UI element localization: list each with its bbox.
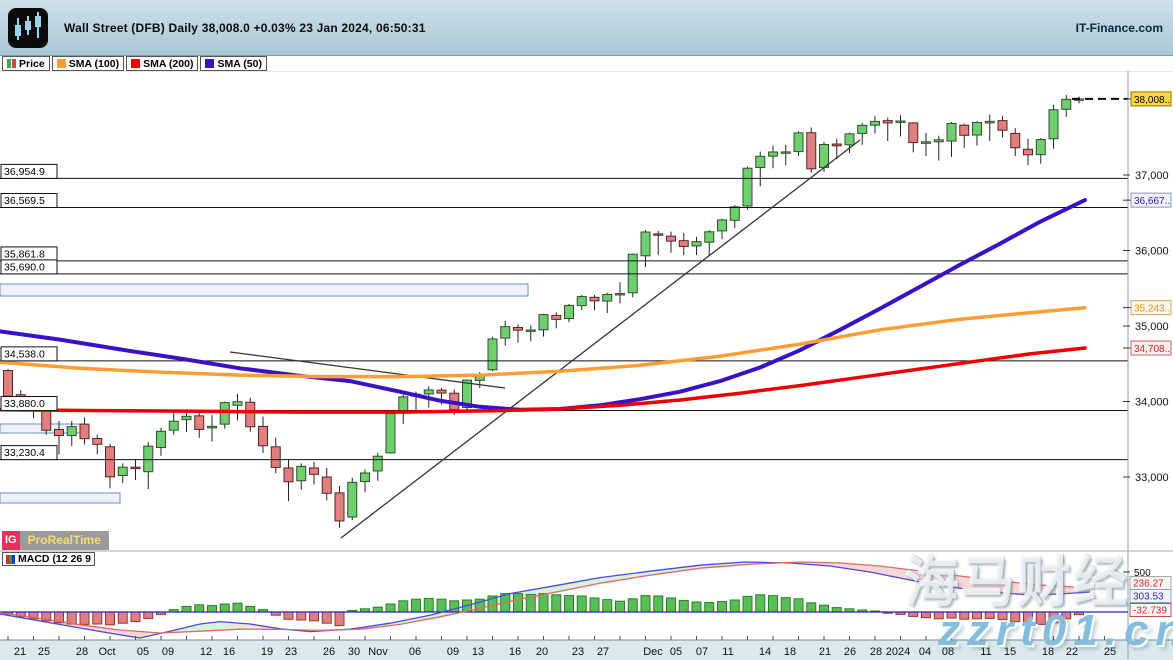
legend-sma100-label: SMA (100) [68, 57, 120, 70]
highlight-bands [0, 283, 529, 504]
svg-text:30: 30 [348, 646, 360, 658]
x-axis: 21 25 28 Oct 05 09 12 16 19 23 26 30 Nov 06 09 13 16 20 23… [0, 636, 1173, 660]
app-candlestick-icon [8, 7, 48, 48]
svg-text:09: 09 [162, 646, 174, 658]
svg-text:05: 05 [137, 646, 149, 658]
svg-text:36,954.9: 36,954.9 [4, 166, 45, 178]
svg-text:34,000: 34,000 [1135, 397, 1169, 409]
svg-text:236.27: 236.27 [1133, 579, 1164, 590]
svg-text:27: 27 [597, 646, 609, 658]
svg-text:33,230.4: 33,230.4 [4, 447, 45, 459]
svg-text:06: 06 [409, 646, 421, 658]
svg-text:34,538.0: 34,538.0 [4, 348, 45, 360]
sma50-swatch-icon [205, 59, 215, 68]
svg-text:25: 25 [1104, 646, 1116, 658]
macd-histogram [3, 593, 1084, 627]
prorealtime-wordmark: ProRealTime [19, 531, 109, 550]
svg-text:13: 13 [472, 646, 484, 658]
svg-text:23: 23 [285, 646, 297, 658]
macd-lines [0, 561, 1091, 639]
legend-sma100[interactable]: SMA (100) [51, 56, 125, 71]
svg-text:21: 21 [14, 646, 26, 658]
title-bar: Wall Street (DFB) Daily 38,008.0 +0.03% … [0, 0, 1173, 56]
sma100-swatch-icon [56, 59, 66, 68]
svg-text:Dec: Dec [643, 646, 663, 658]
svg-text:34,708..: 34,708.. [1134, 344, 1170, 355]
svg-text:18: 18 [1042, 646, 1054, 658]
svg-text:28: 28 [76, 646, 88, 658]
svg-text:303.53: 303.53 [1133, 592, 1164, 603]
svg-text:12: 12 [200, 646, 212, 658]
instrument-title: Wall Street (DFB) Daily 38,008.0 +0.03% … [64, 20, 426, 35]
svg-text:26: 26 [323, 646, 335, 658]
legend-sma50-label: SMA (50) [217, 57, 262, 70]
macd-indicator-tab[interactable]: MACD (12 26 9 [2, 552, 95, 566]
svg-text:21: 21 [819, 646, 831, 658]
sma200-swatch-icon [131, 59, 141, 68]
svg-text:16: 16 [509, 646, 521, 658]
price-candles-icon [7, 59, 16, 68]
svg-text:Nov: Nov [368, 646, 388, 658]
svg-text:11: 11 [980, 646, 991, 658]
svg-text:35,690.0: 35,690.0 [4, 261, 45, 273]
svg-text:14: 14 [759, 646, 771, 658]
svg-text:37,000: 37,000 [1135, 170, 1169, 182]
svg-text:33,880.0: 33,880.0 [4, 398, 45, 410]
candles-layer[interactable] [3, 94, 1084, 528]
svg-text:08: 08 [942, 646, 954, 658]
svg-text:2024: 2024 [886, 646, 910, 658]
svg-text:09: 09 [447, 646, 459, 658]
ig-logo: IG [2, 531, 20, 550]
right-axis: 37,000 36,000 35,000 34,000 33,000 38,008.. 36… [1123, 55, 1172, 659]
price-level-labels: 36,954.9 36,569.5 35,861.835,690.0 34,538.0… [0, 163, 58, 461]
svg-text:18: 18 [784, 646, 796, 658]
svg-text:36,000: 36,000 [1135, 246, 1169, 258]
legend-sma50[interactable]: SMA (50) [200, 56, 267, 71]
svg-text:11: 11 [722, 646, 733, 658]
svg-text:33,000: 33,000 [1135, 472, 1169, 484]
svg-text:500: 500 [1134, 568, 1151, 579]
svg-text:22: 22 [1066, 646, 1078, 658]
svg-text:25: 25 [38, 646, 50, 658]
legend-sma200[interactable]: SMA (200) [126, 56, 199, 71]
it-finance-brand: IT-Finance.com [1075, 20, 1163, 35]
svg-text:36,667..: 36,667.. [1134, 196, 1170, 207]
svg-text:38,008..: 38,008.. [1134, 95, 1170, 106]
legend-price[interactable]: Price [2, 56, 50, 71]
svg-text:35,243..: 35,243.. [1134, 304, 1170, 315]
svg-text:26: 26 [844, 646, 856, 658]
svg-text:23: 23 [572, 646, 584, 658]
moving-averages [0, 198, 1087, 414]
svg-text:05: 05 [670, 646, 682, 658]
svg-text:15: 15 [1004, 646, 1016, 658]
svg-text:28: 28 [870, 646, 882, 658]
svg-text:19: 19 [261, 646, 273, 658]
svg-text:20: 20 [536, 646, 548, 658]
legend-sma200-label: SMA (200) [143, 57, 194, 70]
svg-text:35,000: 35,000 [1135, 321, 1169, 333]
legend-row: Price SMA (100) SMA (200) SMA (50) [0, 56, 1173, 71]
svg-text:-32.739: -32.739 [1133, 606, 1167, 617]
legend-price-label: Price [19, 57, 45, 70]
prorealtime-logo: IG ProRealTime [2, 531, 109, 550]
svg-text:Oct: Oct [98, 646, 115, 658]
svg-text:36,569.5: 36,569.5 [4, 195, 45, 207]
trendlines[interactable] [229, 139, 861, 539]
svg-text:16: 16 [223, 646, 235, 658]
svg-text:04: 04 [919, 646, 931, 658]
svg-text:07: 07 [696, 646, 708, 658]
macd-bars-icon [6, 554, 15, 564]
macd-tab-label: MACD (12 26 9 [18, 553, 91, 565]
svg-text:35,861.8: 35,861.8 [4, 248, 45, 260]
